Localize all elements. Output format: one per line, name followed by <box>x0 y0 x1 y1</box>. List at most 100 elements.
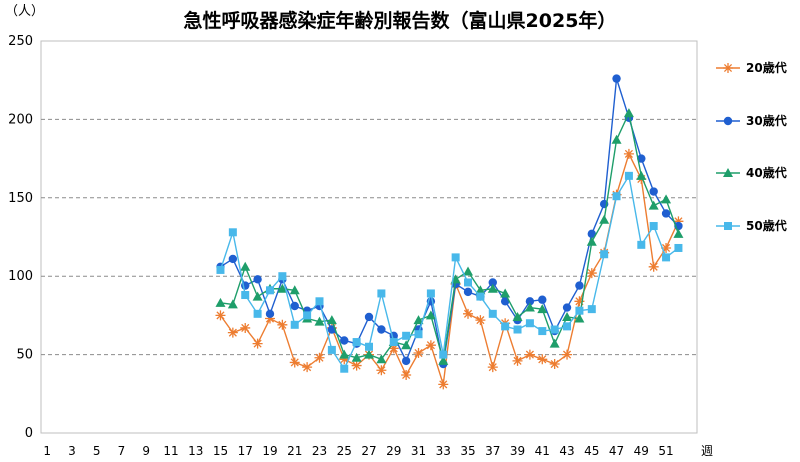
y-axis-label: （人） <box>5 4 44 19</box>
x-tick-label: 9 <box>142 444 150 458</box>
data-point-series-2 <box>612 74 621 83</box>
data-point-series-4 <box>414 330 423 339</box>
data-point-series-3 <box>562 311 573 321</box>
data-point-series-2 <box>562 303 572 312</box>
data-point-series-1 <box>487 362 498 373</box>
data-point-series-1 <box>413 348 424 359</box>
data-point-series-3 <box>252 291 263 301</box>
data-point-series-3 <box>413 315 424 325</box>
data-point-series-3 <box>463 266 474 276</box>
y-tick-label: 0 <box>25 426 33 441</box>
legend-marker-4 <box>724 222 732 230</box>
data-point-series-3 <box>475 285 486 295</box>
y-tick-label: 250 <box>8 34 33 49</box>
data-point-series-3 <box>673 228 684 238</box>
legend-marker-2 <box>723 116 733 126</box>
data-point-series-4 <box>538 327 547 336</box>
data-point-series-3 <box>227 299 238 309</box>
data-point-series-4 <box>241 291 250 300</box>
data-point-series-3 <box>611 134 622 144</box>
data-point-series-4 <box>501 322 510 331</box>
data-point-series-4 <box>674 243 683 252</box>
data-point-series-2 <box>265 309 275 319</box>
x-tick-label: 11 <box>163 444 178 458</box>
data-point-series-3 <box>661 194 672 204</box>
data-point-series-4 <box>327 345 336 354</box>
legend-label-2: 30歳代 <box>746 113 787 128</box>
data-point-series-4 <box>525 319 534 328</box>
data-point-series-3 <box>549 338 560 348</box>
data-point-series-1 <box>388 343 399 354</box>
data-point-series-3 <box>376 354 387 364</box>
data-point-series-4 <box>365 342 373 351</box>
data-point-series-2 <box>587 229 596 239</box>
x-tick-label: 25 <box>337 444 352 458</box>
data-point-series-1 <box>264 313 275 324</box>
x-tick-label: 19 <box>262 444 277 458</box>
data-point-series-1 <box>425 340 436 351</box>
data-point-series-3 <box>401 340 412 350</box>
data-point-series-3 <box>537 304 548 314</box>
data-point-series-1 <box>215 310 226 321</box>
data-point-series-3 <box>364 349 374 359</box>
data-point-series-4 <box>352 338 361 347</box>
x-tick-label: 41 <box>535 444 550 458</box>
data-point-series-4 <box>550 325 559 334</box>
data-point-series-4 <box>340 364 349 373</box>
data-point-series-1 <box>586 268 597 279</box>
data-point-series-1 <box>277 319 288 330</box>
data-point-series-1 <box>252 338 263 349</box>
data-point-series-4 <box>377 289 386 298</box>
x-tick-label: 31 <box>411 444 426 458</box>
y-tick-label: 100 <box>8 269 33 284</box>
legend-label-1: 20歳代 <box>746 60 787 75</box>
legend-marker-1 <box>723 63 733 73</box>
x-tick-label: 27 <box>361 444 376 458</box>
data-point-series-1 <box>376 365 387 376</box>
data-point-series-1 <box>475 315 486 326</box>
data-point-series-2 <box>340 336 349 345</box>
data-point-series-3 <box>512 311 523 321</box>
data-point-series-4 <box>488 309 497 318</box>
data-point-series-2 <box>401 356 411 366</box>
x-tick-label: 35 <box>460 444 475 458</box>
data-point-series-1 <box>661 242 672 253</box>
x-tick-label: 13 <box>188 444 203 458</box>
x-tick-label: 45 <box>584 444 599 458</box>
x-tick-label: 7 <box>118 444 126 458</box>
data-point-series-3 <box>487 283 498 293</box>
data-point-series-2 <box>463 287 473 297</box>
data-point-series-4 <box>600 250 609 259</box>
x-tick-label: 23 <box>312 444 327 458</box>
data-point-series-4 <box>290 320 299 329</box>
legend-label-3: 40歳代 <box>746 165 787 180</box>
data-point-series-4 <box>216 265 225 274</box>
data-point-series-4 <box>402 331 411 340</box>
legend-marker-3 <box>723 168 733 177</box>
x-tick-label: 5 <box>93 444 101 458</box>
data-point-series-2 <box>575 281 584 290</box>
data-point-series-3 <box>500 288 511 298</box>
data-point-series-1 <box>648 261 659 272</box>
data-point-series-2 <box>637 154 646 163</box>
data-point-series-2 <box>290 301 299 311</box>
data-point-series-4 <box>649 222 658 231</box>
data-point-series-4 <box>612 192 621 201</box>
x-axis-label: 週 <box>701 444 713 458</box>
x-tick-label: 49 <box>634 444 649 458</box>
x-tick-label: 17 <box>238 444 253 458</box>
data-point-series-2 <box>500 297 510 306</box>
data-point-series-4 <box>563 322 572 331</box>
data-point-series-1 <box>537 354 548 365</box>
data-point-series-1 <box>623 148 634 159</box>
data-point-series-4 <box>265 286 274 295</box>
data-point-series-1 <box>438 379 449 390</box>
x-tick-label: 21 <box>287 444 302 458</box>
data-point-series-1 <box>549 359 560 370</box>
data-point-series-3 <box>438 355 449 365</box>
data-point-series-1 <box>463 308 474 319</box>
data-point-series-4 <box>303 311 312 320</box>
data-point-series-2 <box>661 209 671 218</box>
data-point-series-2 <box>377 325 386 334</box>
x-tick-label: 33 <box>436 444 451 458</box>
